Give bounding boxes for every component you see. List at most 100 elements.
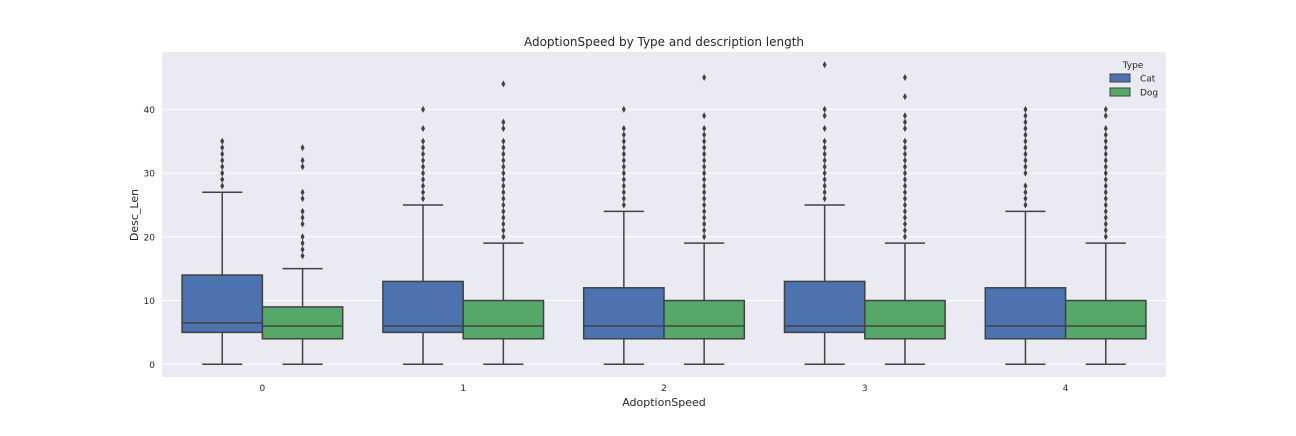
outlier-point bbox=[822, 112, 827, 120]
outlier-point bbox=[1103, 233, 1108, 241]
outlier-point bbox=[501, 182, 506, 190]
outlier-point bbox=[702, 144, 707, 152]
outlier-point bbox=[902, 226, 907, 234]
outlier-point bbox=[822, 124, 827, 132]
outlier-point bbox=[702, 175, 707, 183]
outlier-point bbox=[902, 112, 907, 120]
outlier-point bbox=[902, 118, 907, 126]
outlier-point bbox=[621, 144, 626, 152]
outlier-point bbox=[702, 124, 707, 132]
outlier-point bbox=[501, 175, 506, 183]
x-tick-label: 3 bbox=[862, 384, 868, 394]
outlier-point bbox=[421, 144, 426, 152]
outlier-point bbox=[822, 61, 827, 69]
box-cat-2 bbox=[582, 105, 665, 366]
outlier-point bbox=[902, 144, 907, 152]
legend: Type Cat Dog bbox=[1109, 61, 1158, 99]
outlier-point bbox=[702, 195, 707, 203]
outlier-point bbox=[702, 73, 707, 81]
boxes bbox=[181, 61, 1147, 366]
outlier-point bbox=[501, 169, 506, 177]
outlier-point bbox=[1103, 207, 1108, 215]
outlier-point bbox=[1023, 131, 1028, 139]
outlier-point bbox=[702, 163, 707, 171]
outlier-point bbox=[902, 201, 907, 209]
box-iqr bbox=[582, 287, 665, 340]
box-iqr bbox=[783, 280, 866, 334]
outlier-point bbox=[501, 195, 506, 203]
box-iqr bbox=[382, 280, 464, 334]
outlier-point bbox=[501, 233, 506, 241]
outlier-point bbox=[702, 201, 707, 209]
outlier-point bbox=[902, 169, 907, 177]
legend-label: Cat bbox=[1140, 75, 1156, 85]
outlier-point bbox=[621, 195, 626, 203]
outlier-point bbox=[902, 220, 907, 228]
outlier-point bbox=[421, 163, 426, 171]
box-dog-3 bbox=[864, 73, 946, 366]
y-tick-label: 40 bbox=[144, 106, 156, 116]
outlier-point bbox=[300, 252, 305, 260]
outlier-point bbox=[902, 150, 907, 158]
outlier-point bbox=[822, 195, 827, 203]
outlier-point bbox=[1103, 163, 1108, 171]
outlier-point bbox=[621, 163, 626, 171]
outlier-point bbox=[1103, 214, 1108, 222]
outlier-point bbox=[902, 175, 907, 183]
outlier-point bbox=[501, 188, 506, 196]
outlier-point bbox=[902, 156, 907, 164]
box-dog-4 bbox=[1064, 105, 1147, 366]
outlier-point bbox=[702, 150, 707, 158]
box-iqr bbox=[1064, 299, 1147, 340]
outlier-point bbox=[1103, 175, 1108, 183]
outlier-point bbox=[902, 163, 907, 171]
outlier-point bbox=[300, 239, 305, 247]
outlier-point bbox=[421, 188, 426, 196]
outlier-point bbox=[1103, 150, 1108, 158]
box-cat-0 bbox=[181, 137, 264, 366]
x-tick-label: 0 bbox=[260, 384, 266, 394]
outlier-point bbox=[702, 214, 707, 222]
outlier-point bbox=[300, 233, 305, 241]
outlier-point bbox=[1023, 163, 1028, 171]
outlier-point bbox=[621, 150, 626, 158]
x-tick-label: 1 bbox=[460, 384, 466, 394]
outlier-point bbox=[702, 131, 707, 139]
outlier-point bbox=[300, 156, 305, 164]
box-iqr bbox=[462, 299, 545, 340]
outlier-point bbox=[902, 195, 907, 203]
outlier-point bbox=[300, 195, 305, 203]
outlier-point bbox=[220, 137, 225, 145]
legend-label: Dog bbox=[1140, 89, 1158, 99]
outlier-point bbox=[702, 169, 707, 177]
legend-item-dog: Dog bbox=[1109, 87, 1158, 99]
box-iqr bbox=[984, 287, 1067, 340]
outlier-point bbox=[621, 156, 626, 164]
outlier-point bbox=[1023, 195, 1028, 203]
outlier-point bbox=[501, 201, 506, 209]
outlier-point bbox=[822, 137, 827, 145]
legend-items: Cat Dog bbox=[1109, 73, 1158, 99]
outlier-point bbox=[1023, 182, 1028, 190]
outlier-point bbox=[621, 137, 626, 145]
y-axis-label: Desc_Len bbox=[128, 189, 141, 241]
outlier-point bbox=[1023, 201, 1028, 209]
box-cat-1 bbox=[382, 105, 464, 366]
outlier-point bbox=[1023, 112, 1028, 120]
box-dog-1 bbox=[462, 80, 545, 366]
outlier-point bbox=[1103, 156, 1108, 164]
outlier-point bbox=[702, 226, 707, 234]
outlier-point bbox=[220, 150, 225, 158]
box-cat-4 bbox=[984, 105, 1067, 366]
outlier-point bbox=[1103, 220, 1108, 228]
outlier-point bbox=[300, 144, 305, 152]
outlier-point bbox=[220, 156, 225, 164]
outlier-point bbox=[1023, 150, 1028, 158]
outlier-point bbox=[1023, 118, 1028, 126]
outlier-point bbox=[421, 137, 426, 145]
outlier-point bbox=[300, 188, 305, 196]
outlier-point bbox=[621, 175, 626, 183]
outlier-point bbox=[501, 144, 506, 152]
box-iqr bbox=[181, 274, 264, 334]
